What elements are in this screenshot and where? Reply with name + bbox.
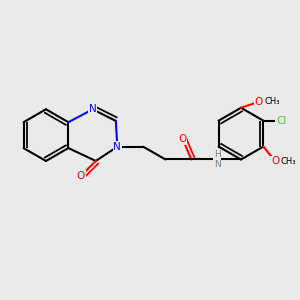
Text: N: N	[113, 142, 121, 152]
Text: O: O	[271, 156, 279, 167]
Text: H
N: H N	[214, 150, 220, 169]
Text: CH₃: CH₃	[265, 97, 280, 106]
Text: Cl: Cl	[276, 116, 286, 126]
Text: O: O	[77, 171, 85, 181]
Text: O: O	[255, 97, 263, 107]
Text: O: O	[178, 134, 187, 144]
Text: N: N	[89, 104, 97, 114]
Text: CH₃: CH₃	[281, 157, 296, 166]
